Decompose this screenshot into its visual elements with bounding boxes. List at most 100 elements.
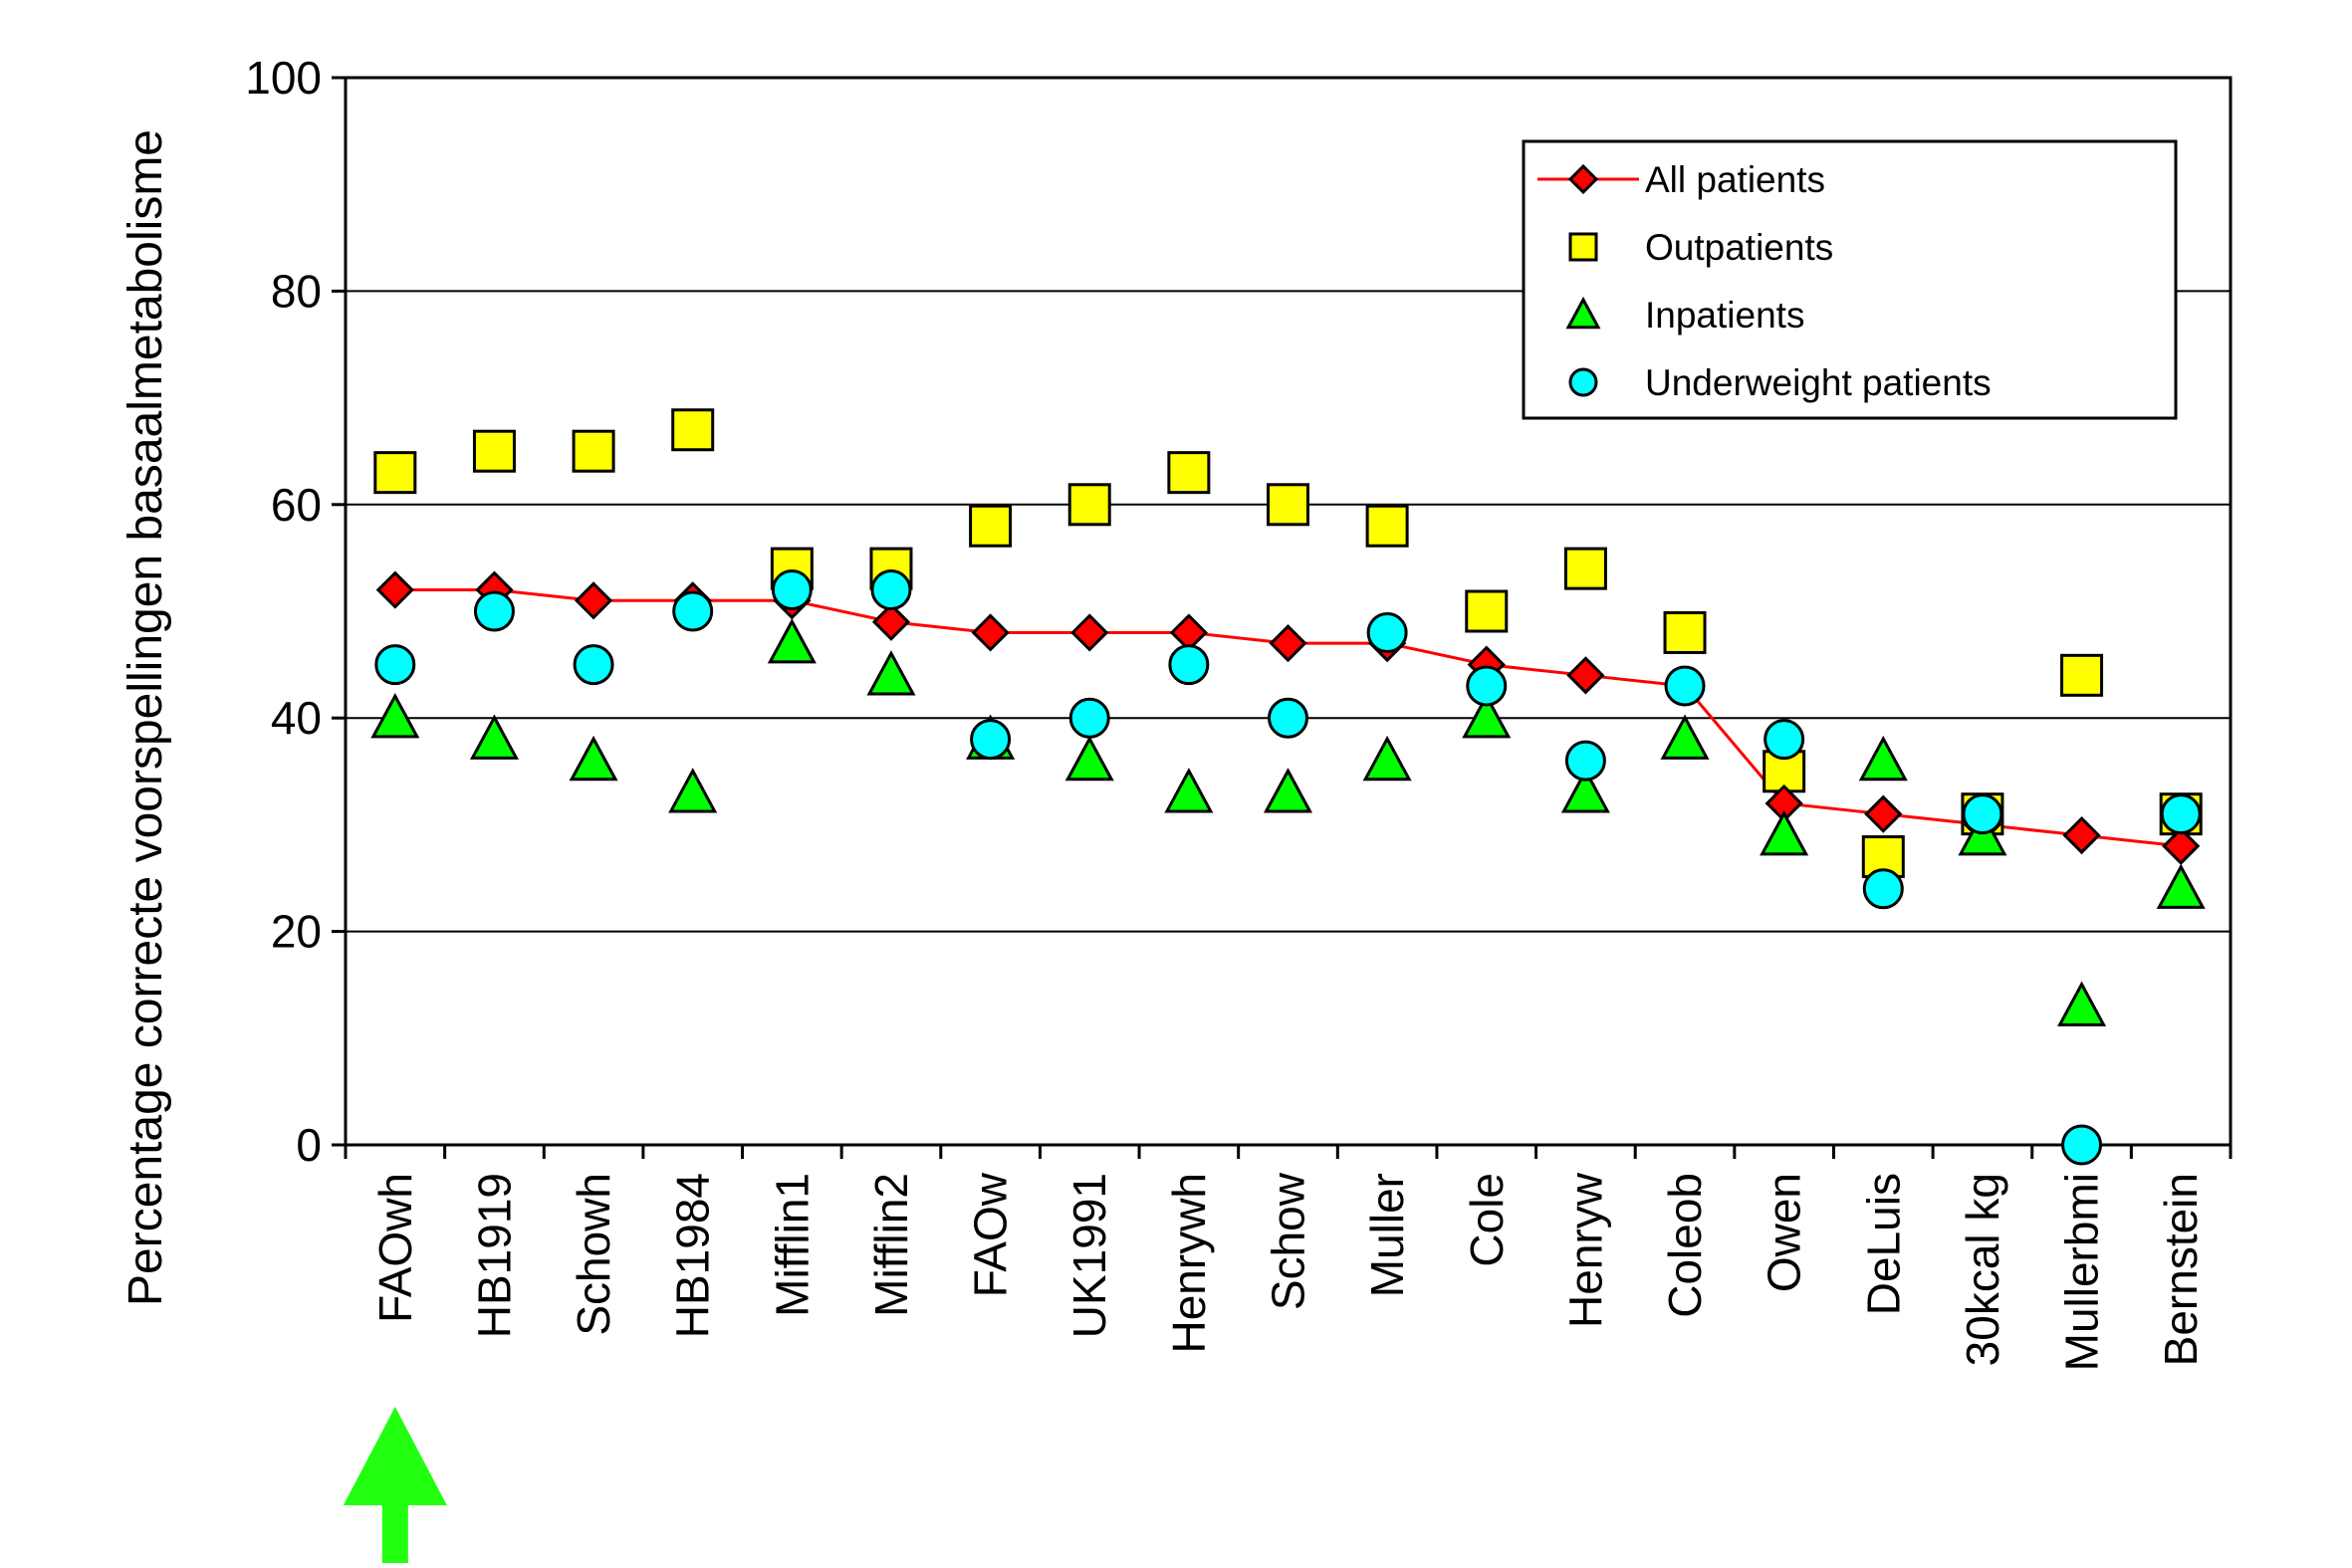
point-outpatients-uk1991 xyxy=(1067,483,1111,527)
x-label-cole: Cole xyxy=(1461,1173,1513,1267)
series-layer xyxy=(370,408,2206,1166)
point-outpatients-faowh xyxy=(373,451,417,495)
legend-marker-inpatients xyxy=(1565,296,1601,330)
point-inpatients-henrywh xyxy=(1164,768,1214,813)
legend-marker-outpatients xyxy=(1568,232,1598,262)
legend-label-inpatients: Inpatients xyxy=(1645,295,1804,336)
x-label-muller: Muller xyxy=(1361,1173,1413,1297)
x-label-schow: Schow xyxy=(1263,1172,1314,1310)
point-underweight-patients-faow xyxy=(970,719,1012,761)
x-label-mullerbmi: Mullerbmi xyxy=(2056,1173,2108,1371)
y-tick-label-40: 40 xyxy=(271,692,322,744)
point-underweight-patients-deluis xyxy=(1862,868,1904,910)
legend-entry-underweight-patients: Underweight patients xyxy=(1568,362,1992,403)
arrow-up-icon xyxy=(343,1407,447,1505)
point-inpatients-faowh xyxy=(370,693,420,739)
legend-entry-inpatients: Inpatients xyxy=(1565,295,1804,336)
point-underweight-patients-bernstein xyxy=(2160,793,2202,835)
point-inpatients-henryw xyxy=(1560,768,1610,813)
legend-label-all-patients: All patients xyxy=(1645,159,1825,200)
point-underweight-patients-schowh xyxy=(573,644,614,686)
point-outpatients-cole xyxy=(1465,589,1509,633)
point-outpatients-muller xyxy=(1365,504,1409,548)
point-outpatients-hb1984 xyxy=(671,408,715,452)
point-inpatients-bernstein xyxy=(2156,863,2206,909)
x-label-hb1984: HB1984 xyxy=(667,1173,719,1338)
point-all-patients-henryw xyxy=(1566,656,1605,695)
point-all-patients-mullerbmi xyxy=(2062,815,2101,855)
legend-entry-all-patients: All patients xyxy=(1537,159,1825,200)
point-underweight-patients-henryw xyxy=(1564,740,1606,782)
x-label-faowh: FAOwh xyxy=(369,1173,421,1323)
point-underweight-patients-faowh xyxy=(374,644,416,686)
point-underweight-patients-hb1984 xyxy=(672,590,714,632)
x-label-henrywh: Henrywh xyxy=(1163,1173,1215,1354)
point-outpatients-henrywh xyxy=(1167,451,1211,495)
x-label-deluis: DeLuis xyxy=(1857,1173,1909,1315)
x-label-schowh: Schowh xyxy=(568,1173,619,1336)
y-axis: 0 20 40 60 80 100 xyxy=(245,52,346,1171)
x-label-henryw: Henryw xyxy=(1559,1172,1611,1328)
point-outpatients-schow xyxy=(1267,483,1309,527)
point-underweight-patients-cole xyxy=(1466,665,1508,707)
x-label-owen: Owen xyxy=(1759,1173,1810,1292)
point-underweight-patients-henrywh xyxy=(1168,644,1210,686)
point-underweight-patients-hb1919 xyxy=(473,590,515,632)
point-all-patients-faowh xyxy=(375,570,414,609)
point-inpatients-schow xyxy=(1263,768,1313,813)
x-axis: FAOwh HB1919 Schowh HB1984 Mifflin1 Mifflin2 F… xyxy=(344,1145,2233,1371)
point-outpatients-henryw xyxy=(1563,547,1607,590)
series-inpatients xyxy=(370,618,2206,1026)
point-all-patients-faow xyxy=(971,613,1010,652)
legend-marker-all-patients xyxy=(1567,163,1599,195)
point-underweight-patients-mullerbmi xyxy=(2061,1124,2103,1166)
point-inpatients-deluis xyxy=(1858,735,1908,782)
point-inpatients-uk1991 xyxy=(1064,735,1114,782)
point-all-patients-schowh xyxy=(574,581,613,620)
y-tick-label-100: 100 xyxy=(245,52,322,104)
point-underweight-patients-30kcal-kg xyxy=(1962,793,2003,835)
legend-label-outpatients: Outpatients xyxy=(1645,227,1833,268)
point-underweight-patients-schow xyxy=(1268,697,1308,739)
point-inpatients-schowh xyxy=(569,735,618,782)
point-outpatients-coleob xyxy=(1663,610,1707,654)
point-underweight-patients-muller xyxy=(1366,611,1408,653)
x-label-coleob: Coleob xyxy=(1659,1173,1711,1318)
point-inpatients-muller xyxy=(1362,735,1412,782)
point-inpatients-hb1984 xyxy=(668,768,718,813)
point-underweight-patients-owen xyxy=(1764,719,1805,761)
x-label-hb1919: HB1919 xyxy=(468,1173,520,1338)
y-axis-title: Percentage correcte voorspellingen basaa… xyxy=(119,129,172,1306)
point-all-patients-deluis xyxy=(1864,794,1903,833)
x-label-mifflin1: Mifflin1 xyxy=(766,1173,818,1317)
y-tick-label-0: 0 xyxy=(296,1119,322,1171)
legend-marker-underweight-patients xyxy=(1568,367,1598,397)
point-inpatients-mifflin1 xyxy=(767,618,817,664)
point-inpatients-mullerbmi xyxy=(2057,981,2107,1026)
point-all-patients-schow xyxy=(1269,624,1307,663)
legend-label-underweight-patients: Underweight patients xyxy=(1645,362,1992,403)
point-all-patients-bernstein xyxy=(2162,826,2201,865)
point-outpatients-mullerbmi xyxy=(2060,653,2104,697)
x-label-mifflin2: Mifflin2 xyxy=(865,1173,917,1317)
x-label-faow: FAOw xyxy=(965,1172,1017,1297)
point-outpatients-hb1919 xyxy=(472,429,516,473)
point-underweight-patients-mifflin2 xyxy=(870,569,912,611)
series-underweight-patients xyxy=(374,569,2202,1166)
point-inpatients-cole xyxy=(1462,693,1512,739)
point-all-patients-uk1991 xyxy=(1070,613,1109,652)
point-inpatients-hb1919 xyxy=(469,714,519,760)
point-outpatients-faow xyxy=(969,504,1013,548)
point-inpatients-mifflin2 xyxy=(866,650,916,696)
point-underweight-patients-uk1991 xyxy=(1068,697,1110,739)
y-tick-label-20: 20 xyxy=(271,906,322,958)
point-inpatients-owen xyxy=(1760,809,1809,856)
y-tick-label-80: 80 xyxy=(271,265,322,317)
point-inpatients-coleob xyxy=(1660,714,1710,760)
legend-entry-outpatients: Outpatients xyxy=(1568,227,1833,268)
point-outpatients-schowh xyxy=(572,429,615,473)
point-underweight-patients-coleob xyxy=(1664,665,1706,707)
y-tick-label-60: 60 xyxy=(271,479,322,531)
arrow-shaft xyxy=(381,1503,408,1563)
plot-frame xyxy=(344,76,2233,1147)
